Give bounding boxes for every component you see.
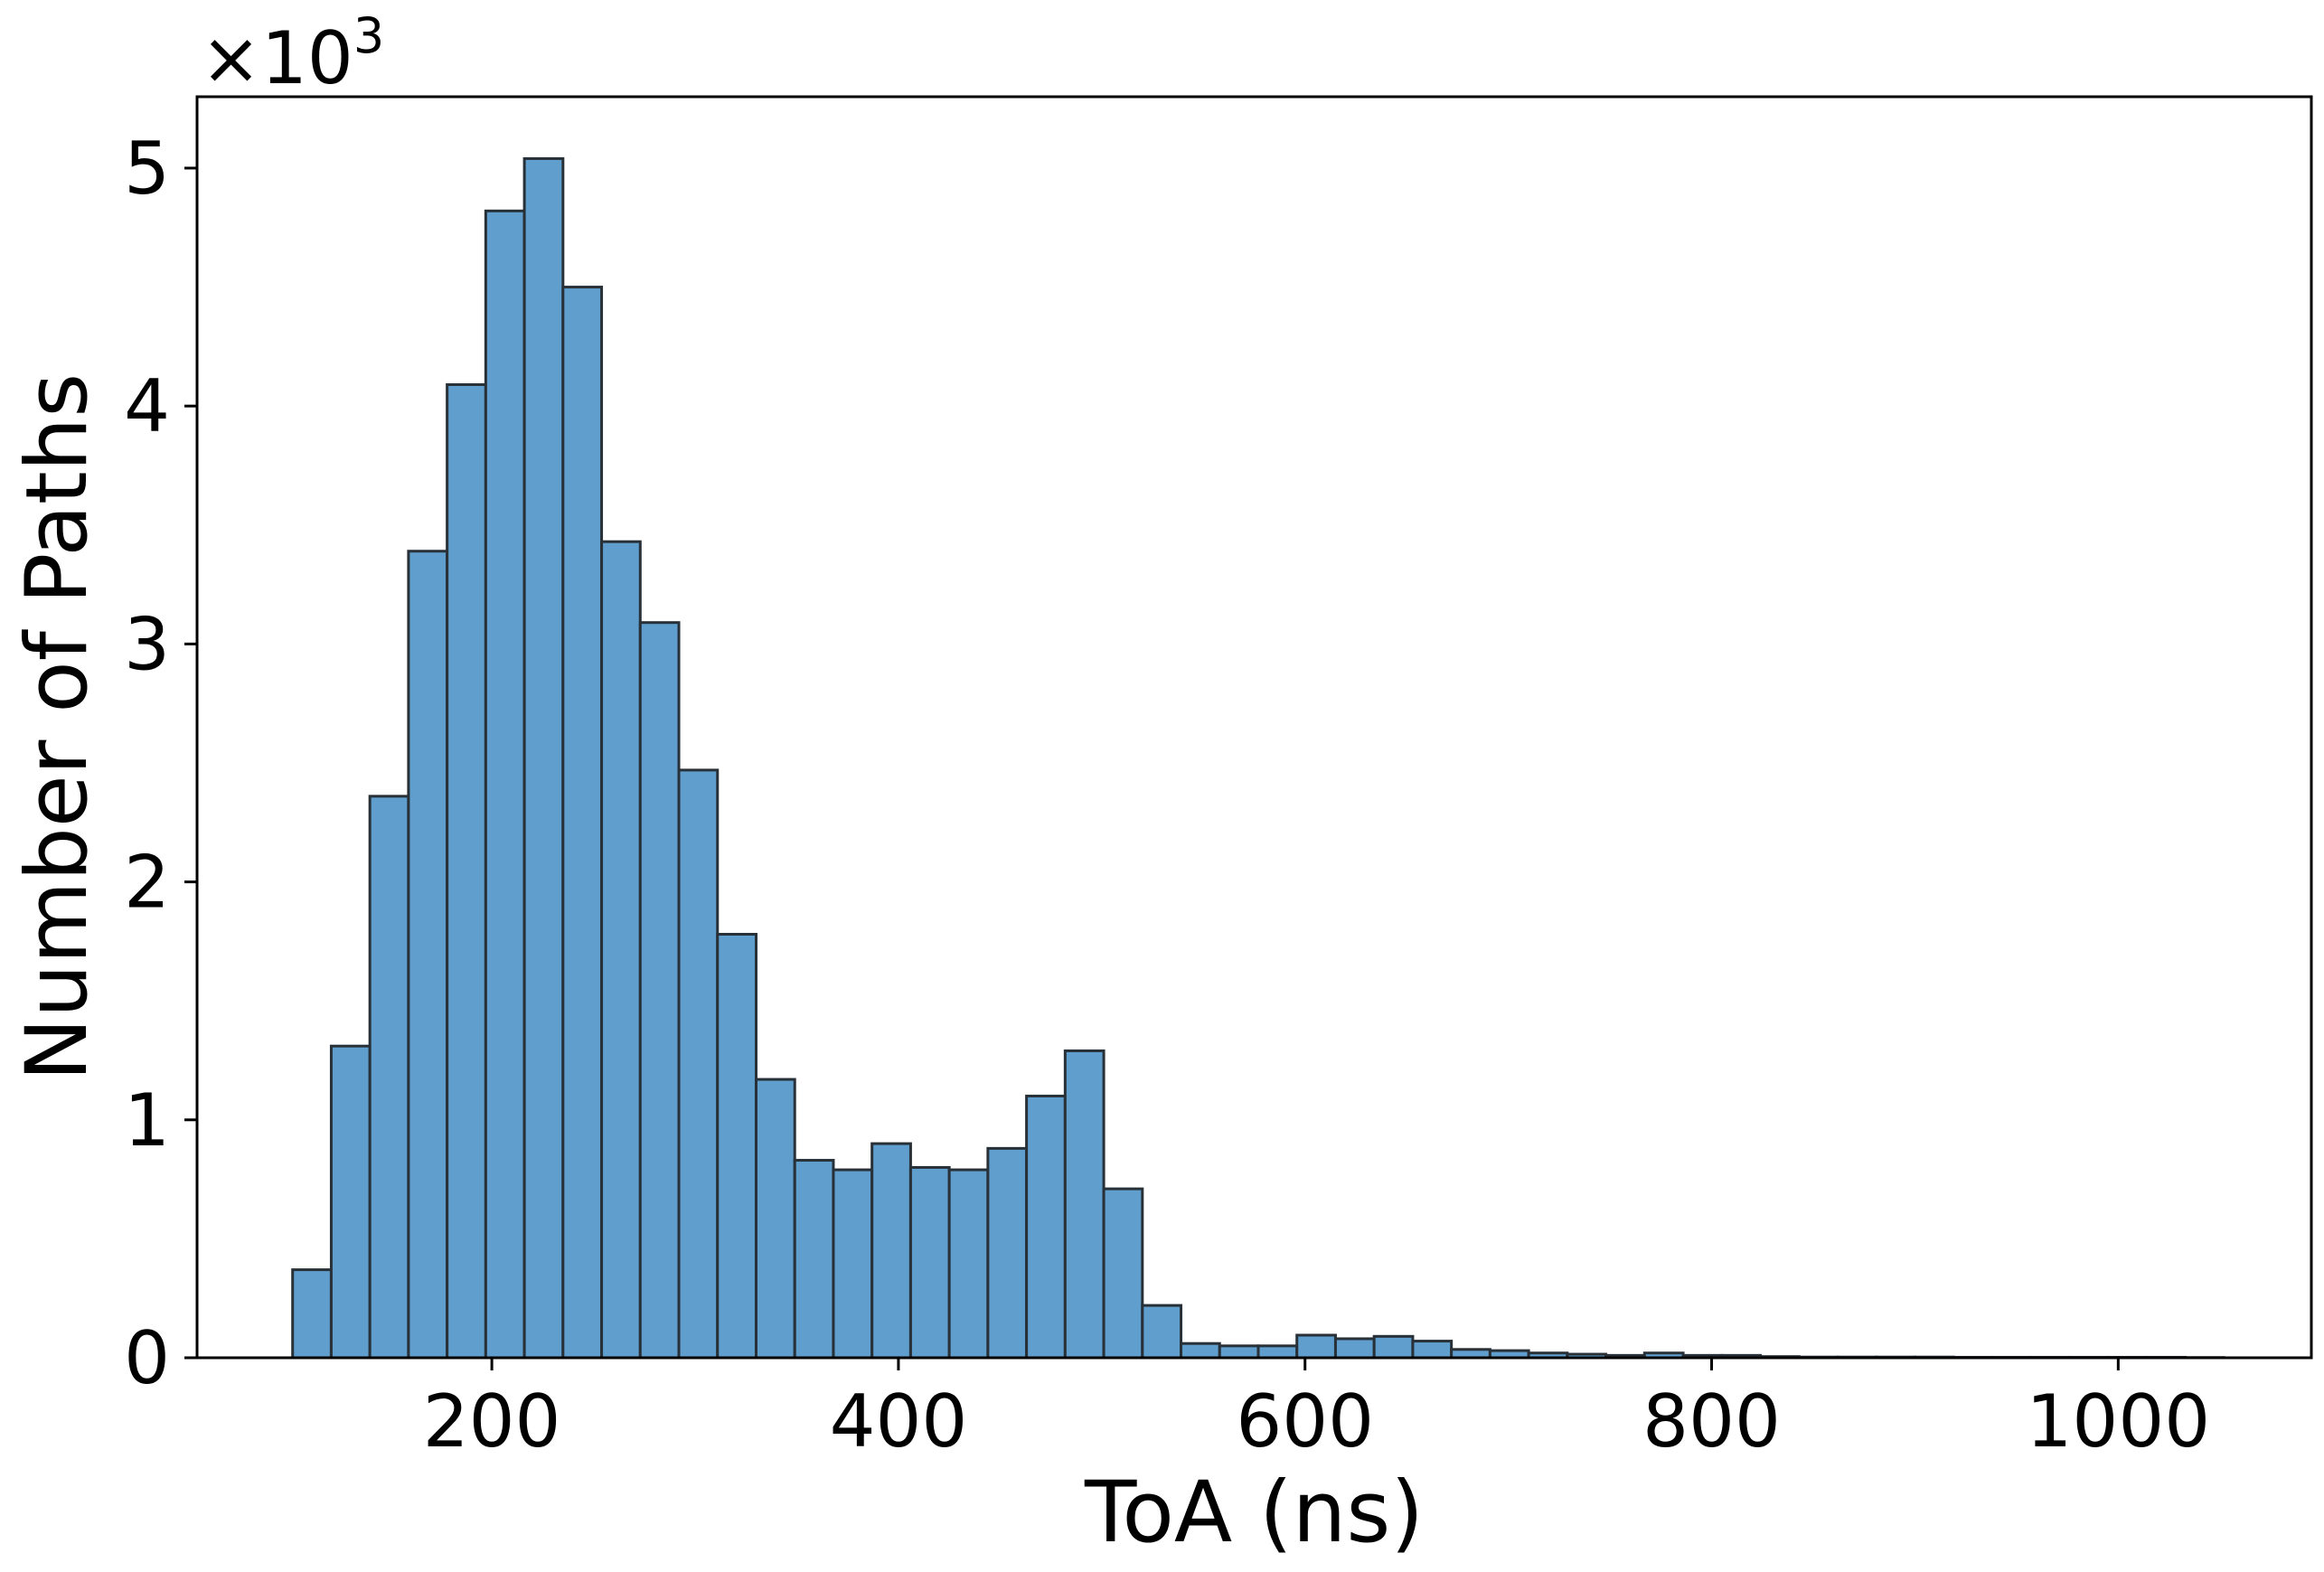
histogram-bar [1025,1094,1067,1360]
histogram-bars [291,156,2225,1360]
histogram-bar [561,286,604,1360]
histogram-bar [522,156,565,1360]
histogram-bar [677,768,720,1360]
histogram-bar [1333,1337,1376,1360]
histogram-bar [716,932,757,1360]
histogram-bar [1218,1344,1260,1360]
histogram-bar [1180,1341,1221,1360]
histogram-bar [870,1142,912,1360]
y-tick-label: 2 [124,841,170,925]
x-axis-ticks: 200 400 600 800 1000 [423,1358,2210,1464]
x-tick-label: 1000 [2027,1379,2211,1464]
histogram-bar [1372,1334,1415,1360]
y-tick-label: 5 [124,127,170,211]
histogram-bar [1411,1340,1454,1360]
histogram-bar [368,795,410,1360]
histogram-bar [793,1159,835,1360]
x-tick-label: 800 [1642,1379,1781,1464]
y-tick-label: 4 [124,364,170,448]
histogram-bar [1102,1187,1144,1360]
x-tick-label: 200 [423,1379,561,1464]
histogram-bar [407,550,449,1360]
histogram-bar [947,1168,990,1360]
histogram-bar [908,1165,951,1360]
histogram-bar [754,1078,796,1360]
y-tick-label: 1 [124,1078,170,1163]
y-tick-label: 3 [124,602,170,686]
histogram-bar [600,540,642,1360]
x-tick-label: 600 [1236,1379,1374,1464]
histogram-bar [291,1268,333,1360]
histogram-bar [832,1168,874,1360]
y-tick-label: 0 [124,1316,170,1400]
plot-frame [195,95,2313,1360]
x-tick-label: 400 [830,1379,968,1464]
histogram-bar [1295,1333,1337,1360]
histogram-bar [329,1044,372,1360]
histogram-bar [484,209,526,1360]
offset-multiplier: ×10 [201,16,353,100]
histogram-bar [1256,1344,1299,1360]
y-axis-offset-label: ×103 [201,7,384,100]
histogram-bar [1141,1304,1183,1360]
offset-exponent: 3 [353,7,384,64]
y-axis-ticks: 0 1 2 3 4 5 [124,127,197,1400]
histogram-bar [1063,1049,1106,1360]
histogram-bar [986,1146,1029,1360]
histogram-bar [446,382,487,1360]
histogram-bar [638,621,681,1360]
y-axis-title: Number of Paths [8,373,107,1081]
x-axis-title: ToA (ns) [1084,1464,1424,1562]
